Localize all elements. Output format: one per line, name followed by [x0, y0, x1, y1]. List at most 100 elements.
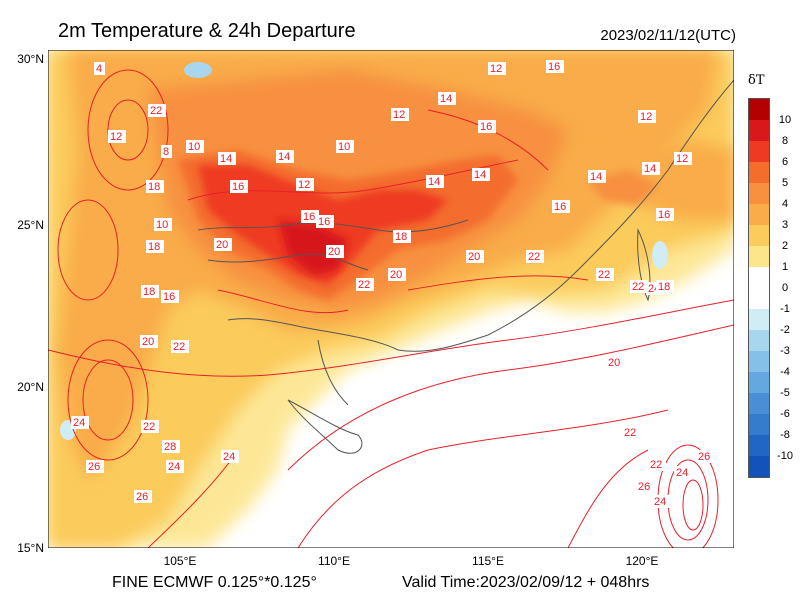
model-caption: FINE ECMWF 0.125°*0.125°	[112, 574, 317, 591]
contour-label-bg	[393, 230, 411, 243]
colorbar	[748, 98, 770, 478]
contour-label-bg	[71, 416, 89, 429]
colorbar-segment	[749, 183, 769, 204]
contour-label: 8	[163, 146, 169, 158]
contour-label: 16	[232, 181, 244, 193]
contour-label-bg	[161, 290, 179, 303]
contour-label-bg	[276, 150, 294, 163]
temperature-map: 4 12 10 14 8 16 12 10 12 14 16 14 16 18 20 18 16 20 22 20 18…	[48, 50, 734, 548]
contour-label: 22	[150, 105, 162, 117]
contour-label: 22	[173, 341, 185, 353]
contour-label: 22	[358, 279, 370, 291]
contour-label: 14	[590, 171, 602, 183]
contour-label-bg	[630, 280, 648, 293]
contour-label: 14	[220, 153, 232, 165]
contour-label-bg	[656, 280, 674, 293]
colorbar-segment	[749, 351, 769, 372]
contour-label: 12	[298, 179, 310, 191]
colorbar-label: -4	[780, 366, 790, 378]
contour-label: 22	[632, 281, 644, 293]
contour-label-bg	[86, 460, 104, 473]
contour-label: 12	[676, 153, 688, 165]
contour-label-bg	[391, 108, 409, 121]
contour-label-bg	[438, 92, 456, 105]
contour-label-bg	[162, 440, 180, 453]
contour-label: 26	[698, 451, 710, 463]
lat-label: 25°N	[17, 218, 44, 232]
valid-time-caption: Valid Time:2023/02/09/12 + 048hrs	[402, 574, 650, 591]
contour-label: 16	[163, 291, 175, 303]
contour-label-bg	[622, 426, 640, 439]
colorbar-label: 0	[781, 282, 789, 294]
forecast-datetime: 2023/02/11/12(UTC)	[600, 27, 736, 44]
contour-label: 14	[440, 93, 452, 105]
contour-label: 22	[650, 459, 662, 471]
colorbar-label: 4	[781, 198, 789, 210]
contour-label: 16	[303, 211, 315, 223]
colorbar-label: -6	[780, 408, 790, 420]
contour-label-bg	[336, 140, 354, 153]
contour-label: 12	[110, 131, 122, 143]
contour-label-bg	[696, 450, 714, 463]
colorbar-label: -1	[780, 303, 790, 315]
contour-label: 14	[428, 176, 440, 188]
contour-label: 20	[390, 269, 402, 281]
contour-label: 16	[318, 216, 330, 228]
contour-label: 26	[88, 461, 100, 473]
contour-label-bg	[148, 104, 166, 117]
lat-label: 15°N	[17, 541, 44, 555]
contour-label-bg	[221, 450, 239, 463]
colorbar-segment	[749, 246, 769, 267]
contour-label: 24	[73, 417, 85, 429]
contour-label-bg	[146, 240, 164, 253]
contour-label: 22	[598, 269, 610, 281]
contour-label-bg	[141, 420, 159, 433]
colorbar-segment	[749, 162, 769, 183]
contour-label-bg	[326, 245, 344, 258]
contour-label-bg	[296, 178, 314, 191]
colorbar-segment	[749, 456, 769, 477]
contour-label-bg	[636, 480, 654, 493]
contour-label: 12	[393, 109, 405, 121]
contour-label-bg	[652, 495, 670, 508]
contour-label: 18	[658, 281, 670, 293]
colorbar-segment	[749, 225, 769, 246]
contour-label-bg	[478, 120, 496, 133]
contour-label-bg	[488, 62, 506, 75]
contour-label: 18	[395, 231, 407, 243]
contour-label-bg	[466, 250, 484, 263]
contour-label-bg	[606, 356, 624, 369]
contour-label-bg	[648, 458, 666, 471]
contour-label: 20	[142, 336, 154, 348]
contour-label: 16	[480, 121, 492, 133]
colorbar-title: δT	[748, 73, 765, 88]
colorbar-segment	[749, 120, 769, 141]
colorbar-label: 1	[781, 261, 789, 273]
contour-label-bg	[552, 200, 570, 213]
contour-label-bg	[186, 140, 204, 153]
colorbar-label: 6	[781, 156, 789, 168]
contour-label: 14	[474, 169, 486, 181]
contour-label-bg	[218, 152, 236, 165]
colorbar-segment	[749, 372, 769, 393]
contour-label-bg	[526, 250, 544, 263]
contour-label: 14	[644, 163, 656, 175]
colorbar-label: -8	[780, 429, 790, 441]
contour-label-bg	[638, 110, 656, 123]
contour-label-bg	[161, 145, 172, 158]
contour-label-bg	[140, 335, 158, 348]
contour-label: 26	[638, 481, 650, 493]
contour-label-bg	[171, 340, 189, 353]
lon-label: 105°E	[163, 554, 197, 568]
colorbar-segment	[749, 288, 769, 309]
colorbar-label: -5	[780, 387, 790, 399]
contour-label-bg	[316, 215, 334, 228]
contour-label-bg	[141, 285, 159, 298]
colorbar-segment	[749, 393, 769, 414]
colorbar-label: 10	[778, 114, 792, 126]
colorbar-segment	[749, 435, 769, 456]
contour-label-bg	[388, 268, 406, 281]
colorbar-label: -3	[780, 345, 790, 357]
lon-label: 110°E	[318, 554, 350, 568]
contour-label: 10	[156, 219, 168, 231]
